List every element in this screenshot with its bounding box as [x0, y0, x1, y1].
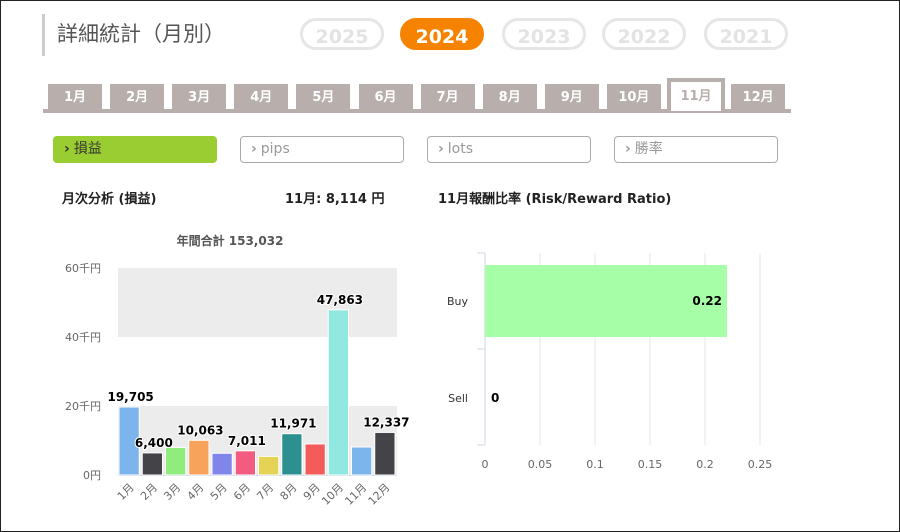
bar-4月[interactable]	[188, 439, 210, 476]
x-tick-label: 4月	[185, 481, 207, 503]
metric-label: 損益	[73, 141, 102, 157]
metric-label: 勝率	[634, 141, 663, 157]
data-label: 11,971	[270, 417, 316, 431]
bar-9月[interactable]	[304, 443, 326, 476]
x-tick-label: 11月	[342, 481, 369, 508]
bar-11月[interactable]	[351, 446, 373, 476]
data-label: 0.22	[692, 294, 722, 308]
chart-title: 年間合計 153,032	[177, 233, 284, 248]
data-label: 12,337	[363, 415, 409, 429]
bar-Buy[interactable]	[485, 265, 727, 337]
tab-month-1[interactable]: 1月	[48, 84, 102, 109]
x-tick-label: 0.2	[696, 458, 714, 471]
y-tick-label: 20千円	[65, 400, 101, 413]
tab-month-10[interactable]: 10月	[606, 84, 661, 109]
bar-7月[interactable]	[258, 455, 280, 476]
x-tick-label: 8月	[278, 481, 300, 503]
rr-title: 11月報酬比率 (Risk/Reward Ratio)	[438, 192, 672, 207]
tab-month-2[interactable]: 2月	[110, 84, 165, 109]
category-label: Buy	[447, 295, 469, 308]
tab-month-4[interactable]: 4月	[234, 84, 289, 109]
tab-month-7[interactable]: 7月	[420, 84, 475, 109]
x-tick-label: 2月	[138, 481, 160, 503]
x-tick-label: 12月	[366, 481, 393, 508]
year-button-2024[interactable]: 2024	[400, 18, 484, 50]
year-button-2025[interactable]: 2025	[300, 18, 384, 50]
data-label: 47,863	[317, 293, 363, 307]
y-tick-label: 40千円	[65, 331, 101, 344]
bar-5月[interactable]	[211, 452, 233, 476]
bar-1月[interactable]	[118, 406, 140, 476]
metric-button-2[interactable]: › lots	[427, 136, 591, 163]
tab-month-11[interactable]: 11月	[667, 78, 725, 111]
tab-bar-line	[43, 109, 791, 113]
bar-3月[interactable]	[165, 446, 187, 476]
tab-month-12[interactable]: 12月	[731, 84, 786, 109]
tab-month-6[interactable]: 6月	[358, 84, 413, 109]
tab-month-8[interactable]: 8月	[482, 84, 537, 109]
chevron-right-icon: ›	[251, 141, 257, 157]
x-tick-label: 5月	[208, 481, 230, 503]
bar-12月[interactable]	[374, 431, 396, 476]
year-button-2021[interactable]: 2021	[704, 18, 788, 50]
metric-button-1[interactable]: › pips	[240, 136, 404, 163]
data-label: 0	[491, 391, 499, 405]
x-tick-label: 6月	[231, 481, 253, 503]
chevron-right-icon: ›	[64, 141, 70, 157]
plot-band	[118, 268, 397, 337]
tab-month-9[interactable]: 9月	[544, 84, 599, 109]
metric-label: pips	[260, 141, 290, 157]
year-button-2023[interactable]: 2023	[502, 18, 586, 50]
x-tick-label: 0.25	[748, 458, 773, 471]
page-title: 詳細統計（月別）	[42, 14, 225, 56]
year-button-2022[interactable]: 2022	[602, 18, 686, 50]
plot-band	[118, 406, 397, 475]
month-value: 11月: 8,114 円	[285, 192, 385, 207]
metric-button-0[interactable]: › 損益	[53, 136, 217, 163]
chevron-right-icon: ›	[438, 141, 444, 157]
bar-8月[interactable]	[281, 433, 303, 476]
bar-10月[interactable]	[327, 309, 349, 476]
x-tick-label: 7月	[254, 481, 276, 503]
x-tick-label: 10月	[319, 481, 346, 508]
data-label: 10,063	[177, 423, 223, 437]
x-tick-label: 0	[482, 458, 489, 471]
tab-month-5[interactable]: 5月	[296, 84, 351, 109]
y-tick-label: 0円	[83, 469, 101, 482]
data-label: 19,705	[107, 390, 153, 404]
data-label: 6,400	[135, 436, 173, 450]
metric-button-3[interactable]: › 勝率	[614, 136, 778, 163]
x-tick-label: 0.05	[528, 458, 553, 471]
monthly-analysis-title: 月次分析 (損益)	[62, 192, 157, 207]
x-tick-label: 3月	[161, 481, 183, 503]
x-tick-label: 0.1	[586, 458, 604, 471]
metric-label: lots	[447, 141, 474, 157]
category-label: Sell	[448, 392, 468, 405]
data-label: 7,011	[228, 434, 266, 448]
tab-month-3[interactable]: 3月	[172, 84, 227, 109]
chevron-right-icon: ›	[625, 141, 631, 157]
bar-6月[interactable]	[234, 450, 256, 476]
bar-2月[interactable]	[141, 452, 163, 476]
y-tick-label: 60千円	[65, 262, 101, 275]
x-tick-label: 0.15	[638, 458, 663, 471]
x-tick-label: 1月	[115, 481, 137, 503]
